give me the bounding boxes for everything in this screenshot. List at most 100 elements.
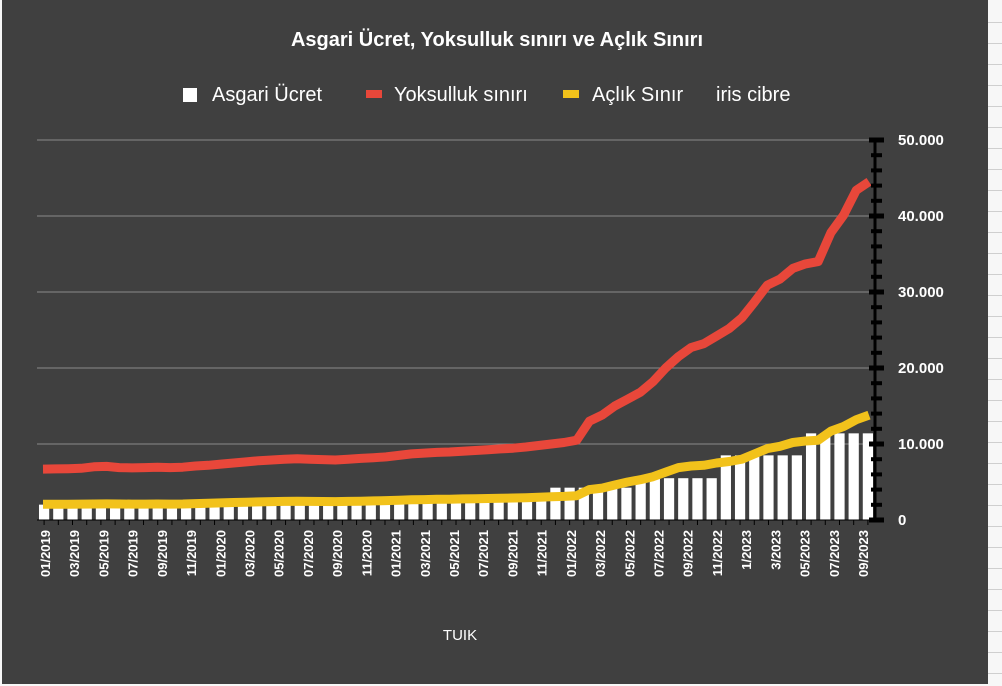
- x-tick-label: 07/2019: [126, 530, 141, 577]
- spreadsheet-gridline: [988, 43, 1002, 44]
- bar-asgari-ucret: [124, 504, 135, 520]
- spreadsheet-gridline: [988, 589, 1002, 590]
- bar-series-asgari-ucret: [38, 433, 874, 520]
- legend-swatch-yoksulluk: [366, 90, 382, 98]
- spreadsheet-gridline: [988, 232, 1002, 233]
- x-tick-label: 01/2020: [213, 530, 228, 577]
- bar-asgari-ucret: [294, 502, 305, 520]
- bar-asgari-ucret: [252, 502, 263, 520]
- bar-asgari-ucret: [308, 502, 320, 520]
- bar-asgari-ucret: [749, 455, 760, 520]
- x-tick-label: 09/2021: [505, 530, 520, 577]
- bar-asgari-ucret: [408, 498, 419, 520]
- spreadsheet-gridline: [988, 631, 1002, 632]
- spreadsheet-gridline: [988, 211, 1002, 212]
- y-tick-label: 50.000: [898, 132, 944, 149]
- bar-asgari-ucret: [337, 502, 348, 520]
- bar-asgari-ucret: [578, 487, 589, 520]
- spreadsheet-gridline: [988, 148, 1002, 149]
- x-tick-label: 07/2023: [827, 530, 842, 577]
- bar-asgari-ucret: [152, 504, 163, 520]
- x-tick-label: 05/2020: [272, 530, 287, 577]
- x-tick-label: 07/2022: [652, 530, 667, 577]
- bar-asgari-ucret: [266, 502, 277, 520]
- spreadsheet-gridline: [988, 673, 1002, 674]
- legend-swatch-aclik: [563, 90, 579, 98]
- x-tick-label: 11/2021: [535, 530, 550, 576]
- spreadsheet-gridline: [988, 64, 1002, 65]
- x-tick-label: 03/2022: [593, 530, 608, 577]
- bar-asgari-ucret: [223, 502, 234, 520]
- line-aclik-siniri: [43, 410, 871, 509]
- spreadsheet-gridlines: [988, 0, 1002, 686]
- bar-asgari-ucret: [323, 502, 334, 520]
- bar-asgari-ucret: [777, 455, 788, 520]
- bar-asgari-ucret: [110, 504, 121, 520]
- bar-asgari-ucret: [351, 502, 362, 520]
- bar-asgari-ucret: [493, 498, 504, 520]
- spreadsheet-gridline: [988, 379, 1002, 380]
- bar-asgari-ucret: [237, 502, 249, 520]
- x-tick-label: 09/2020: [330, 530, 345, 577]
- chart-title: Asgari Ücret, Yoksulluk sınırı ve Açlık …: [291, 28, 703, 51]
- bar-asgari-ucret: [635, 478, 646, 520]
- bar-asgari-ucret: [649, 478, 660, 520]
- spreadsheet-gridline: [988, 421, 1002, 422]
- bar-asgari-ucret: [379, 498, 391, 520]
- bar-asgari-ucret: [791, 455, 802, 520]
- bar-asgari-ucret: [67, 504, 78, 520]
- bar-asgari-ucret: [663, 478, 675, 520]
- spreadsheet-gridline: [988, 610, 1002, 611]
- bar-asgari-ucret: [678, 478, 689, 520]
- line-yoksulluk-siniri: [42, 178, 872, 474]
- bar-asgari-ucret: [195, 504, 206, 520]
- bar-asgari-ucret: [95, 504, 107, 520]
- spreadsheet-gridline: [988, 127, 1002, 128]
- legend-label-yoksulluk: Yoksulluk sınırı: [394, 84, 528, 106]
- bar-asgari-ucret: [692, 478, 703, 520]
- legend-label-asgari: Asgari Ücret: [212, 84, 322, 106]
- spreadsheet-gridline: [988, 316, 1002, 317]
- x-tick-label: 09/2023: [856, 530, 871, 577]
- bar-asgari-ucret: [805, 433, 817, 520]
- y-tick-label: 0: [898, 512, 906, 529]
- x-tick-label: 11/2020: [359, 530, 374, 576]
- x-tick-label: 03/2019: [67, 530, 82, 577]
- spreadsheet-gridline: [988, 568, 1002, 569]
- bar-asgari-ucret: [436, 498, 447, 520]
- spreadsheet-gridline: [988, 442, 1002, 443]
- spreadsheet-gridline: [988, 547, 1002, 548]
- source-note: TUIK: [443, 627, 477, 644]
- bar-asgari-ucret: [507, 498, 518, 520]
- bar-asgari-ucret: [820, 433, 831, 520]
- bar-asgari-ucret: [521, 498, 533, 520]
- x-tick-label: 05/2023: [798, 530, 813, 577]
- legend-label-iris-cibre: iris cibre: [716, 84, 790, 106]
- y-tick-label: 10.000: [898, 436, 944, 453]
- bar-asgari-ucret: [607, 487, 618, 520]
- bar-asgari-ucret: [53, 504, 64, 520]
- bar-asgari-ucret: [592, 487, 604, 520]
- spreadsheet-gridline: [988, 652, 1002, 653]
- bar-asgari-ucret: [138, 504, 149, 520]
- spreadsheet-gridline: [988, 526, 1002, 527]
- spreadsheet-gridline: [988, 85, 1002, 86]
- spreadsheet-gridline: [988, 253, 1002, 254]
- x-tick-label: 09/2019: [155, 530, 170, 577]
- spreadsheet-gridline: [988, 463, 1002, 464]
- bar-asgari-ucret: [734, 455, 746, 520]
- bar-asgari-ucret: [422, 498, 433, 520]
- x-tick-label: 3/2023: [768, 530, 783, 570]
- spreadsheet-gridline: [988, 190, 1002, 191]
- x-tick-label: 11/2022: [710, 530, 725, 576]
- x-tick-label: 05/2021: [447, 530, 462, 577]
- x-tick-label: 05/2022: [622, 530, 637, 577]
- x-tick-label: 03/2020: [243, 530, 258, 577]
- x-tick-label: 01/2021: [389, 530, 404, 577]
- spreadsheet-gridline: [988, 22, 1002, 23]
- bar-asgari-ucret: [621, 487, 632, 520]
- bar-asgari-ucret: [365, 502, 376, 520]
- bar-asgari-ucret: [81, 504, 92, 520]
